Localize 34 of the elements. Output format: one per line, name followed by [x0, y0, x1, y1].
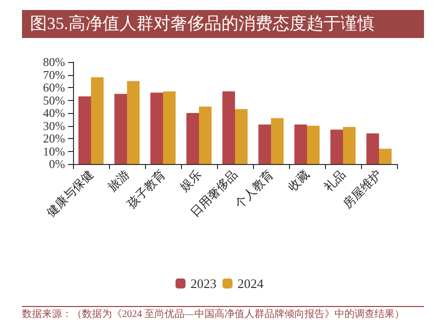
bar: [127, 81, 140, 164]
y-tick-label: 40%: [43, 106, 65, 120]
x-tick-label: 礼品: [321, 167, 348, 194]
bar: [199, 106, 212, 164]
bar: [366, 133, 379, 164]
legend-label: 2023: [190, 276, 216, 291]
x-tick-label: 娱乐: [177, 167, 204, 194]
bar: [307, 126, 320, 164]
chart-title: 图35.高净值人群对奢侈品的消费态度趋于谨慎: [22, 10, 424, 38]
bar: [222, 91, 235, 164]
bar: [271, 118, 284, 164]
bar: [379, 148, 392, 164]
bar: [235, 109, 248, 164]
bar: [114, 94, 127, 164]
bar: [78, 96, 91, 164]
y-tick-label: 50%: [43, 93, 65, 108]
y-tick-label: 20%: [43, 132, 65, 146]
bar: [186, 113, 199, 164]
source-note: 数据来源：（数据为《2024 至尚优品—中国高净值人群品牌倾向报告》中的调查结果）: [22, 309, 424, 321]
bar: [163, 91, 176, 164]
legend-label: 2024: [238, 276, 264, 291]
x-tick-label: 收藏: [285, 167, 312, 194]
y-tick-label: 70%: [43, 68, 65, 82]
bar: [343, 127, 356, 164]
y-tick-label: 80%: [43, 55, 65, 69]
bar: [91, 77, 104, 164]
bar: [258, 124, 271, 164]
bar: [294, 124, 307, 164]
y-tick-label: 10%: [43, 144, 65, 158]
y-tick-label: 60%: [43, 80, 65, 94]
bar: [150, 92, 163, 164]
y-tick-label: 30%: [43, 118, 65, 133]
x-tick-label: 旅游: [105, 167, 132, 194]
bar: [330, 130, 343, 164]
